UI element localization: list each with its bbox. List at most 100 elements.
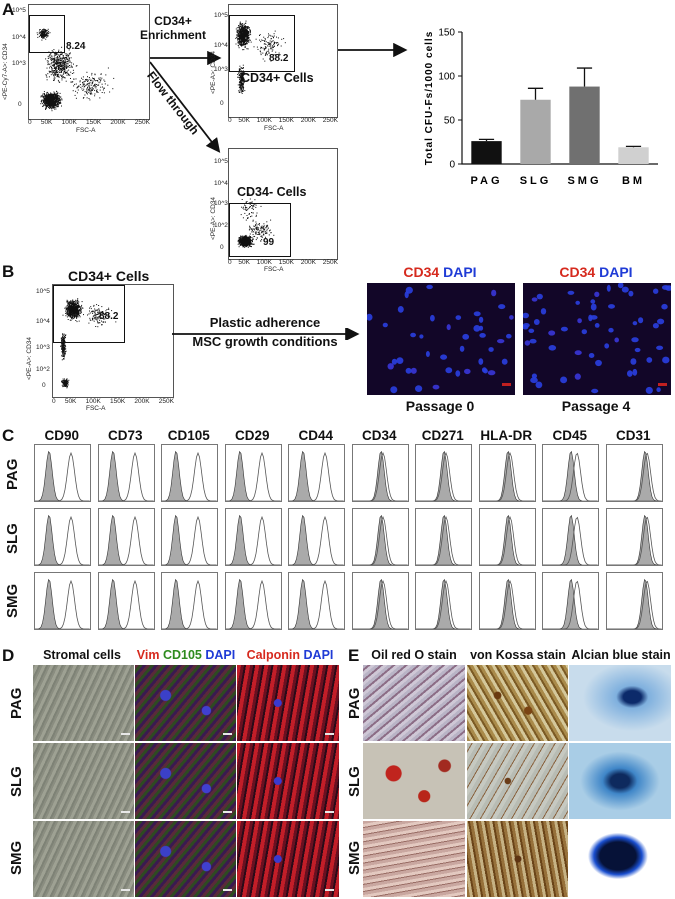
- event-dot: [58, 58, 59, 60]
- event-dot: [52, 100, 54, 101]
- event-dot: [65, 348, 67, 350]
- event-dot: [81, 88, 83, 90]
- event-dot: [64, 340, 65, 341]
- event-dot: [93, 317, 95, 319]
- event-dot: [244, 243, 246, 245]
- event-dot: [238, 47, 240, 49]
- event-dot: [252, 208, 254, 210]
- event-dot: [60, 337, 62, 339]
- event-dot: [59, 56, 61, 58]
- event-dot: [62, 381, 64, 383]
- event-dot: [66, 63, 68, 64]
- event-dot: [61, 99, 63, 101]
- event-dot: [245, 205, 247, 207]
- event-dot: [82, 307, 83, 309]
- event-dot: [57, 94, 59, 96]
- event-dot: [103, 92, 105, 94]
- event-dot: [52, 71, 54, 73]
- event-dot: [244, 38, 246, 40]
- event-dot: [53, 68, 55, 69]
- event-dot: [61, 344, 63, 346]
- event-dot: [42, 36, 44, 38]
- event-dot: [58, 60, 60, 62]
- event-dot: [72, 315, 74, 317]
- event-dot: [76, 321, 78, 323]
- event-dot: [251, 231, 253, 233]
- event-dot: [264, 40, 266, 42]
- event-dot: [242, 84, 244, 86]
- event-dot: [243, 236, 245, 238]
- event-dot: [59, 68, 61, 70]
- event-dot: [40, 31, 41, 33]
- event-dot: [241, 76, 243, 78]
- event-dot: [68, 60, 70, 62]
- event-dot: [86, 84, 88, 86]
- event-dot: [45, 38, 47, 40]
- event-dot: [56, 62, 58, 64]
- event-dot: [240, 44, 242, 46]
- event-dot: [55, 66, 57, 68]
- event-dot: [75, 78, 77, 80]
- event-dot: [55, 61, 57, 63]
- event-dot: [244, 41, 246, 43]
- event-dot: [249, 245, 251, 247]
- event-dot: [68, 313, 70, 315]
- event-dot: [242, 246, 244, 248]
- event-dot: [249, 206, 251, 208]
- event-dot: [242, 235, 244, 237]
- event-dot: [52, 94, 53, 96]
- event-dot: [86, 92, 88, 94]
- event-dot: [75, 307, 77, 309]
- event-dot: [88, 313, 90, 315]
- event-dot: [242, 74, 244, 76]
- event-dot: [76, 92, 78, 94]
- event-dot: [91, 311, 93, 313]
- event-dot: [240, 239, 242, 241]
- event-dot: [239, 81, 241, 83]
- event-dot: [266, 226, 268, 228]
- event-dot: [63, 382, 65, 384]
- event-dot: [240, 241, 242, 242]
- event-dot: [43, 99, 45, 101]
- event-dot: [96, 91, 98, 93]
- event-dot: [57, 55, 59, 57]
- event-dot: [57, 73, 59, 75]
- event-dot: [47, 100, 49, 102]
- x-tick: 0: [52, 398, 56, 405]
- event-dot: [67, 383, 69, 385]
- event-dot: [76, 313, 78, 315]
- event-dot: [79, 308, 81, 310]
- flow-plot-b: 88.2: [52, 284, 174, 398]
- event-dot: [246, 235, 248, 237]
- event-dot: [83, 314, 84, 316]
- event-dot: [252, 220, 254, 222]
- event-dot: [47, 97, 49, 99]
- event-dot: [260, 52, 262, 54]
- category-label: BM: [622, 175, 645, 187]
- event-dot: [99, 322, 101, 324]
- event-dot: [258, 231, 260, 233]
- event-dot: [49, 98, 51, 100]
- event-dot: [260, 48, 262, 50]
- event-dot: [246, 242, 248, 244]
- event-dot: [61, 348, 63, 350]
- x-tick: 150K: [110, 398, 126, 405]
- event-dot: [46, 103, 48, 104]
- event-dot: [237, 76, 239, 78]
- event-dot: [48, 30, 50, 32]
- nucleus: [430, 314, 435, 322]
- event-dot: [73, 72, 75, 74]
- event-dot: [243, 237, 245, 239]
- event-dot: [62, 350, 63, 352]
- event-dot: [103, 318, 105, 320]
- event-dot: [269, 40, 271, 42]
- event-dot: [92, 318, 93, 320]
- event-dot: [51, 100, 53, 102]
- event-dot: [45, 100, 47, 102]
- event-dot: [61, 60, 63, 62]
- event-dot: [242, 67, 244, 69]
- event-dot: [56, 76, 58, 78]
- event-dot: [61, 359, 63, 361]
- bar-slg: [520, 99, 551, 164]
- event-dot: [241, 44, 243, 46]
